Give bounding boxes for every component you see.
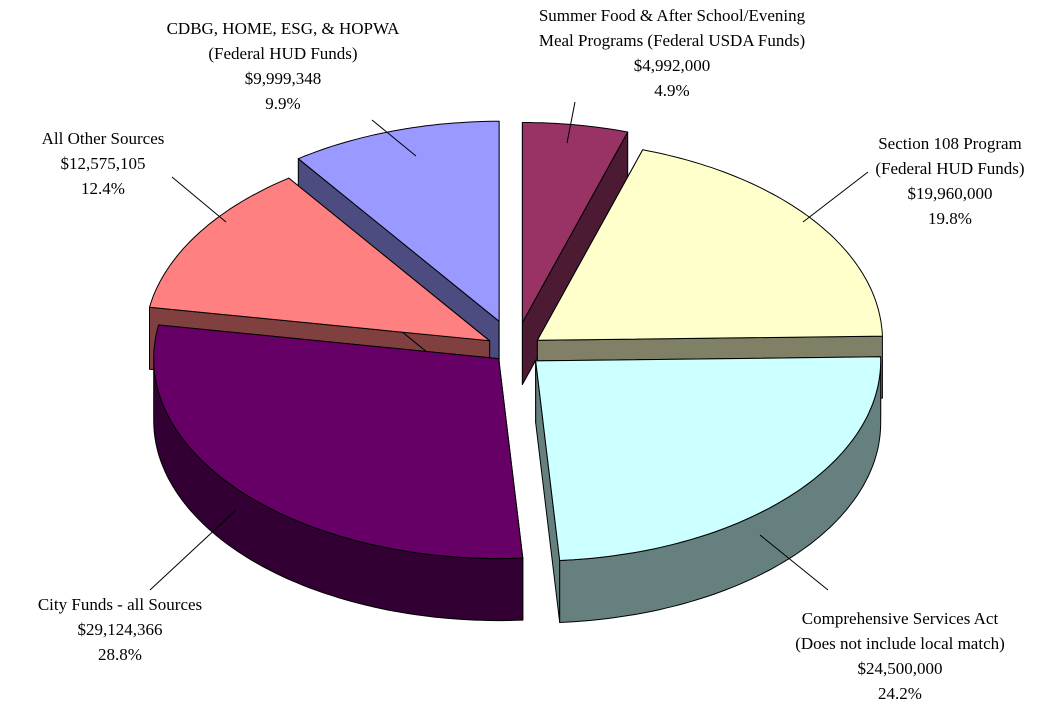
leader-line (802, 171, 869, 223)
leader-line (149, 509, 237, 591)
value-label: $4,992,000 (634, 56, 711, 75)
slice-label: All Other Sources (42, 129, 165, 148)
slice-label: Comprehensive Services Act (802, 609, 999, 628)
percent-label: 9.9% (265, 94, 300, 113)
value-label: $24,500,000 (858, 659, 943, 678)
leader-line (371, 119, 417, 157)
slice-label: CDBG, HOME, ESG, & HOPWA (167, 19, 401, 38)
percent-label: 28.8% (98, 645, 142, 664)
slice (521, 122, 629, 323)
slice-label: Meal Programs (Federal USDA Funds) (539, 31, 805, 50)
percent-label: 19.8% (928, 209, 972, 228)
percent-label: 24.2% (878, 684, 922, 703)
slice-label: Summer Food & After School/Evening (539, 6, 806, 25)
slice-label: Section 108 Program (878, 134, 1022, 153)
percent-label: 4.9% (654, 81, 689, 100)
slice (297, 120, 500, 322)
slice (153, 324, 524, 560)
value-label: $29,124,366 (78, 620, 163, 639)
value-label: $12,575,105 (61, 154, 146, 173)
slice (149, 177, 491, 342)
slice (535, 356, 882, 561)
leader-line (566, 101, 576, 144)
value-label: $9,999,348 (245, 69, 322, 88)
slice-label: (Does not include local match) (795, 634, 1005, 653)
percent-label: 12.4% (81, 179, 125, 198)
leader-line (759, 534, 829, 591)
slice-label: (Federal HUD Funds) (208, 44, 357, 63)
value-label: $19,960,000 (908, 184, 993, 203)
slice (536, 149, 883, 341)
slice-label: (Federal HUD Funds) (875, 159, 1024, 178)
slice-label: City Funds - all Sources (38, 595, 202, 614)
leader-line (171, 176, 227, 223)
